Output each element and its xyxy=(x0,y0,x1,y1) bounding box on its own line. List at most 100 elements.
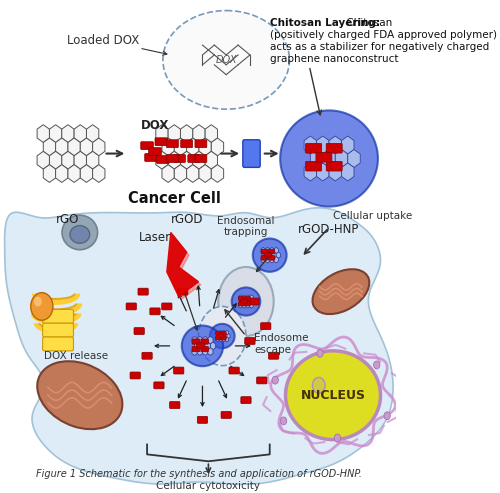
Polygon shape xyxy=(250,303,254,308)
Polygon shape xyxy=(62,125,74,142)
FancyBboxPatch shape xyxy=(140,141,153,149)
FancyBboxPatch shape xyxy=(243,140,260,168)
Polygon shape xyxy=(194,342,200,350)
Polygon shape xyxy=(92,138,105,156)
FancyBboxPatch shape xyxy=(198,417,207,423)
Polygon shape xyxy=(162,165,174,182)
Polygon shape xyxy=(329,136,342,154)
Polygon shape xyxy=(224,334,227,338)
Polygon shape xyxy=(186,138,199,156)
Text: Cellular cytotoxicity: Cellular cytotoxicity xyxy=(156,481,260,491)
FancyBboxPatch shape xyxy=(174,367,184,374)
Polygon shape xyxy=(205,342,210,350)
Polygon shape xyxy=(168,125,180,142)
Polygon shape xyxy=(180,125,193,142)
Polygon shape xyxy=(220,334,224,338)
Polygon shape xyxy=(44,165,56,182)
Polygon shape xyxy=(156,125,168,142)
Polygon shape xyxy=(244,299,248,304)
Polygon shape xyxy=(174,165,186,182)
FancyBboxPatch shape xyxy=(138,288,148,295)
FancyBboxPatch shape xyxy=(268,255,275,260)
Polygon shape xyxy=(218,334,220,338)
Polygon shape xyxy=(316,163,329,181)
Polygon shape xyxy=(205,125,218,142)
FancyBboxPatch shape xyxy=(156,155,169,163)
Circle shape xyxy=(334,434,340,442)
Polygon shape xyxy=(227,334,230,338)
FancyBboxPatch shape xyxy=(238,296,244,301)
Polygon shape xyxy=(304,163,316,181)
Ellipse shape xyxy=(312,269,370,314)
FancyBboxPatch shape xyxy=(144,153,158,161)
FancyBboxPatch shape xyxy=(268,249,275,254)
Ellipse shape xyxy=(70,226,89,244)
Text: DOX: DOX xyxy=(141,119,169,133)
FancyBboxPatch shape xyxy=(154,382,164,389)
FancyBboxPatch shape xyxy=(221,336,226,340)
FancyBboxPatch shape xyxy=(241,397,251,404)
Polygon shape xyxy=(202,348,207,355)
Polygon shape xyxy=(174,138,186,156)
FancyBboxPatch shape xyxy=(126,303,136,310)
Polygon shape xyxy=(342,136,354,154)
Text: acts as a stabilizer for negatively charged: acts as a stabilizer for negatively char… xyxy=(270,42,489,52)
Polygon shape xyxy=(50,151,62,169)
FancyBboxPatch shape xyxy=(170,402,180,409)
Text: (positively charged FDA approved polymer): (positively charged FDA approved polymer… xyxy=(270,30,496,40)
Polygon shape xyxy=(37,125,50,142)
Text: rGO: rGO xyxy=(56,213,80,226)
FancyBboxPatch shape xyxy=(42,337,74,351)
Text: Endosome
escape: Endosome escape xyxy=(254,333,308,355)
Polygon shape xyxy=(205,151,218,169)
Text: Loaded DOX: Loaded DOX xyxy=(68,34,140,47)
FancyBboxPatch shape xyxy=(218,334,224,338)
Polygon shape xyxy=(242,303,246,308)
Polygon shape xyxy=(74,151,86,169)
Text: rGOD-HNP: rGOD-HNP xyxy=(298,223,360,236)
Ellipse shape xyxy=(210,324,234,348)
Circle shape xyxy=(317,350,323,357)
Polygon shape xyxy=(199,138,211,156)
FancyBboxPatch shape xyxy=(192,339,200,344)
FancyBboxPatch shape xyxy=(134,328,144,335)
Polygon shape xyxy=(316,136,329,154)
Polygon shape xyxy=(336,149,348,168)
Polygon shape xyxy=(248,299,252,304)
FancyBboxPatch shape xyxy=(150,308,160,315)
FancyBboxPatch shape xyxy=(178,288,188,295)
Polygon shape xyxy=(268,252,272,258)
Polygon shape xyxy=(56,138,68,156)
Polygon shape xyxy=(274,257,278,263)
Circle shape xyxy=(280,417,286,425)
Ellipse shape xyxy=(232,287,260,316)
Polygon shape xyxy=(304,136,316,154)
Polygon shape xyxy=(193,125,205,142)
Ellipse shape xyxy=(253,239,286,272)
FancyBboxPatch shape xyxy=(306,143,322,153)
Text: Figure 1 Schematic for the synthesis and application of rGOD-HNP.: Figure 1 Schematic for the synthesis and… xyxy=(36,469,362,479)
FancyBboxPatch shape xyxy=(142,352,152,359)
Polygon shape xyxy=(219,337,222,342)
Polygon shape xyxy=(62,151,74,169)
Polygon shape xyxy=(56,165,68,182)
Polygon shape xyxy=(212,165,224,182)
FancyBboxPatch shape xyxy=(221,412,232,419)
Ellipse shape xyxy=(62,215,98,250)
Circle shape xyxy=(312,378,325,393)
Polygon shape xyxy=(222,337,226,342)
FancyBboxPatch shape xyxy=(162,303,172,310)
Circle shape xyxy=(198,307,246,366)
FancyBboxPatch shape xyxy=(201,347,208,352)
Polygon shape xyxy=(50,125,62,142)
FancyBboxPatch shape xyxy=(166,140,178,147)
Text: rGOD: rGOD xyxy=(170,213,203,226)
Polygon shape xyxy=(210,342,216,350)
FancyBboxPatch shape xyxy=(188,154,200,162)
Text: DOX release: DOX release xyxy=(44,351,108,361)
FancyBboxPatch shape xyxy=(326,161,342,171)
FancyBboxPatch shape xyxy=(216,331,221,335)
FancyBboxPatch shape xyxy=(306,161,322,171)
FancyBboxPatch shape xyxy=(238,302,244,306)
Polygon shape xyxy=(186,165,199,182)
